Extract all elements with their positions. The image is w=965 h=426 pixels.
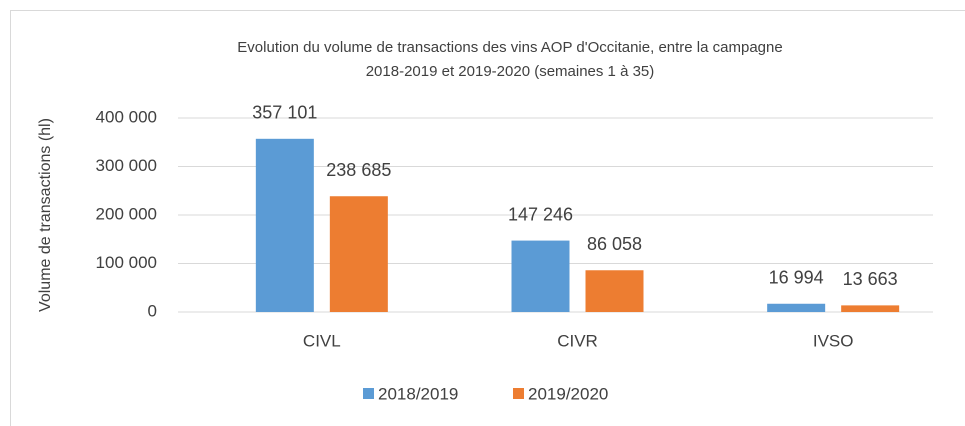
legend-swatch xyxy=(513,388,524,399)
value-label: 147 246 xyxy=(508,204,573,224)
legend-swatch xyxy=(363,388,374,399)
y-axis-label: Volume de transactions (hl) xyxy=(37,118,54,312)
legend-label: 2019/2020 xyxy=(528,384,608,403)
x-tick-label: CIVR xyxy=(557,331,598,350)
x-tick-label: CIVL xyxy=(303,331,341,350)
value-label: 16 994 xyxy=(769,268,824,288)
x-tick-label: IVSO xyxy=(813,331,854,350)
chart-frame xyxy=(10,10,965,426)
legend-label: 2018/2019 xyxy=(378,384,458,403)
value-label: 86 058 xyxy=(587,234,642,254)
bar xyxy=(841,305,900,312)
bar xyxy=(585,270,644,312)
value-label: 13 663 xyxy=(843,269,898,289)
value-label: 357 101 xyxy=(252,103,317,123)
y-tick-label: 400 000 xyxy=(96,107,157,126)
y-tick-label: 100 000 xyxy=(96,253,157,272)
chart-title: Evolution du volume de transactions des … xyxy=(237,39,782,56)
y-tick-label: 200 000 xyxy=(96,204,157,223)
bar xyxy=(767,303,826,312)
y-tick-label: 0 xyxy=(148,301,157,320)
chart-title: 2018-2019 et 2019-2020 (semaines 1 à 35) xyxy=(366,63,655,80)
bar xyxy=(329,196,388,312)
bar xyxy=(511,240,570,312)
value-label: 238 685 xyxy=(326,160,391,180)
y-tick-label: 300 000 xyxy=(96,156,157,175)
bar xyxy=(255,138,314,312)
